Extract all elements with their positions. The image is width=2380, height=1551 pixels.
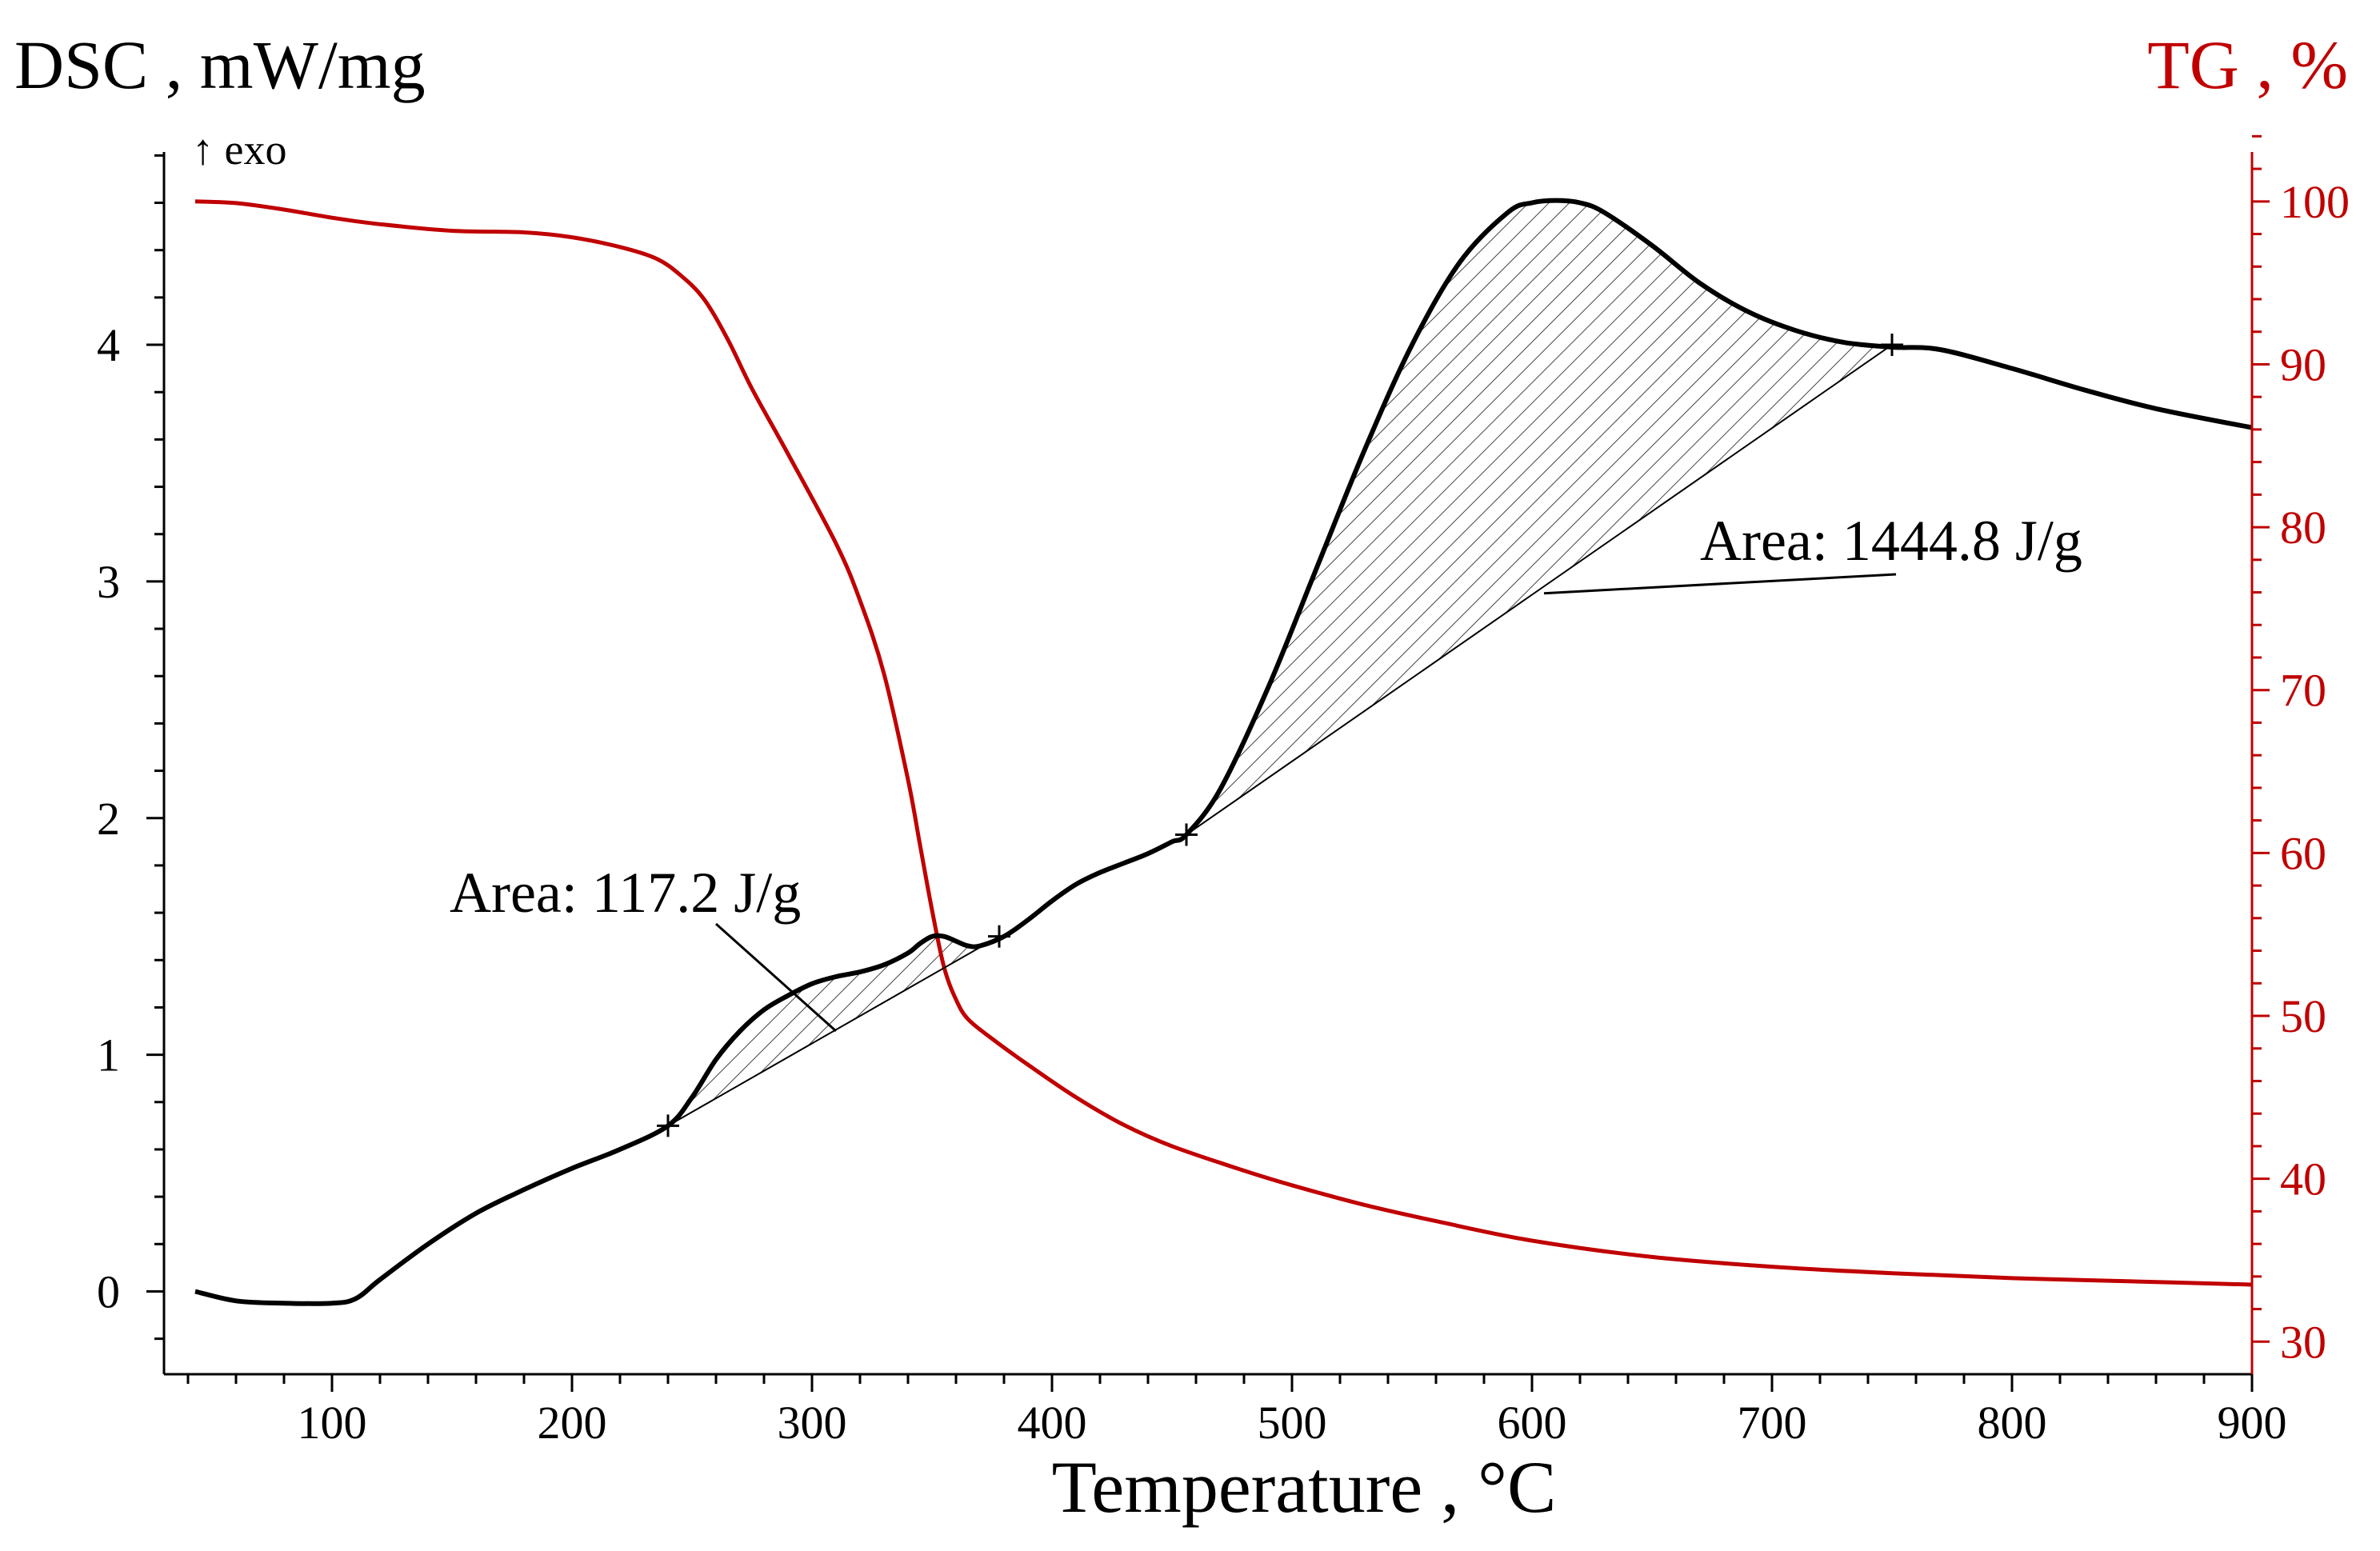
right-tick-label: 60 <box>2280 827 2326 879</box>
left-axis-title: DSC , mW/mg <box>14 26 426 103</box>
peak-2-area-label: Area: 1444.8 J/g <box>1700 509 2082 573</box>
x-tick-label: 600 <box>1498 1397 1567 1449</box>
x-tick-label: 100 <box>298 1397 367 1449</box>
right-tick-label: 30 <box>2280 1316 2326 1368</box>
right-axis-title: TG , % <box>2147 26 2348 103</box>
right-tick-label: 70 <box>2280 665 2326 717</box>
peak-baseline-2 <box>1186 344 1893 836</box>
x-tick-label: 900 <box>2218 1397 2287 1449</box>
right-tick-label: 50 <box>2280 990 2326 1042</box>
right-tick-label: 80 <box>2280 502 2326 554</box>
x-tick-label: 200 <box>538 1397 607 1449</box>
peak-baseline-1 <box>667 935 1000 1127</box>
peak-1-area-label: Area: 117.2 J/g <box>450 861 801 925</box>
left-tick-label: 0 <box>97 1265 120 1317</box>
right-tick-label: 90 <box>2280 338 2326 390</box>
peak-1-leader <box>715 922 837 1033</box>
right-tick-label: 100 <box>2280 176 2350 228</box>
x-ticks: 100 200 300 400 500 600 700 800 900 <box>186 1374 2287 1449</box>
peak-hatch-2 <box>1186 200 1892 835</box>
left-tick-label: 1 <box>97 1029 120 1081</box>
left-tick-label: 4 <box>97 319 120 371</box>
left-tick-label: 2 <box>97 793 120 845</box>
x-axis-label: Temperature , °C <box>1052 1446 1557 1528</box>
peak-annotations: Area: 117.2 J/g Area: 1444.8 J/g <box>450 334 2082 1137</box>
tg-series-line <box>194 199 2253 1287</box>
exo-indicator: ↑ exo <box>192 126 286 174</box>
right-tick-label: 40 <box>2280 1153 2326 1205</box>
left-y-ticks: 0 1 2 3 4 <box>97 154 164 1341</box>
right-y-ticks: 30 40 50 60 70 80 90 100 <box>2252 134 2350 1368</box>
dsc-series-line <box>194 198 2253 1306</box>
x-tick-label: 700 <box>1738 1397 1807 1449</box>
peak-2-leader <box>1543 573 1897 595</box>
x-tick-label: 300 <box>778 1397 847 1449</box>
x-tick-label: 400 <box>1018 1397 1087 1449</box>
x-tick-label: 500 <box>1258 1397 1327 1449</box>
x-tick-label: 800 <box>1978 1397 2047 1449</box>
left-tick-label: 3 <box>97 556 120 608</box>
